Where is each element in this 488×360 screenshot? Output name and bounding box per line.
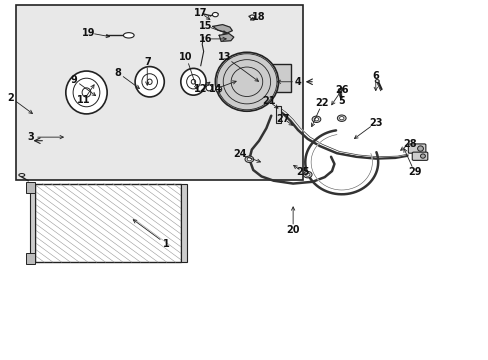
Text: 17: 17	[194, 8, 207, 18]
Ellipse shape	[339, 117, 343, 120]
Bar	[35, 184, 181, 262]
Text: 10: 10	[179, 52, 192, 62]
Text: 3: 3	[27, 132, 34, 142]
Text: 12: 12	[194, 84, 207, 94]
Bar	[30, 184, 35, 262]
Text: 7: 7	[143, 57, 150, 67]
Text: 24: 24	[232, 149, 246, 159]
Text: 28: 28	[402, 139, 416, 149]
Text: 5: 5	[338, 96, 345, 107]
Text: 15: 15	[199, 21, 212, 31]
Bar	[26, 182, 35, 193]
Ellipse shape	[123, 33, 134, 38]
Text: 11: 11	[77, 95, 91, 105]
Ellipse shape	[142, 74, 157, 90]
Ellipse shape	[303, 171, 311, 178]
Ellipse shape	[246, 158, 251, 161]
Ellipse shape	[181, 68, 205, 95]
Ellipse shape	[244, 156, 253, 162]
Ellipse shape	[338, 89, 342, 91]
Ellipse shape	[19, 174, 25, 176]
Text: 19: 19	[82, 28, 96, 38]
Bar	[181, 184, 187, 262]
Ellipse shape	[186, 75, 200, 89]
Text: 4: 4	[294, 77, 301, 87]
Text: 8: 8	[114, 68, 122, 78]
Ellipse shape	[66, 71, 107, 114]
Ellipse shape	[305, 173, 309, 176]
Ellipse shape	[73, 78, 100, 107]
Ellipse shape	[417, 146, 423, 151]
Ellipse shape	[205, 85, 211, 91]
Text: 20: 20	[286, 225, 299, 235]
Ellipse shape	[82, 88, 91, 97]
Text: 14: 14	[208, 84, 222, 94]
Ellipse shape	[374, 80, 378, 82]
FancyBboxPatch shape	[16, 5, 302, 180]
Polygon shape	[212, 24, 232, 33]
Bar	[276, 106, 281, 123]
Text: 18: 18	[252, 12, 265, 22]
Text: 25: 25	[296, 167, 309, 177]
Ellipse shape	[337, 115, 346, 121]
Text: 6: 6	[372, 71, 378, 81]
Text: 1: 1	[163, 239, 170, 249]
Ellipse shape	[215, 86, 221, 92]
Ellipse shape	[311, 116, 320, 122]
Polygon shape	[219, 33, 233, 41]
Text: 26: 26	[334, 85, 348, 95]
FancyBboxPatch shape	[407, 144, 425, 153]
Bar	[246, 64, 290, 93]
Ellipse shape	[212, 13, 218, 17]
Ellipse shape	[420, 154, 425, 158]
Text: 22: 22	[315, 98, 328, 108]
Ellipse shape	[314, 118, 318, 121]
Ellipse shape	[191, 80, 195, 84]
Ellipse shape	[147, 79, 152, 85]
Bar	[26, 253, 35, 264]
Ellipse shape	[215, 52, 278, 111]
Text: 2: 2	[8, 93, 15, 103]
Text: 21: 21	[262, 96, 275, 107]
Text: 9: 9	[71, 75, 78, 85]
Text: 27: 27	[276, 113, 289, 123]
Text: 16: 16	[199, 34, 212, 44]
Ellipse shape	[249, 15, 254, 18]
Text: 13: 13	[218, 52, 231, 62]
Text: 23: 23	[368, 118, 382, 128]
Text: 29: 29	[407, 167, 421, 177]
Ellipse shape	[135, 67, 164, 97]
FancyBboxPatch shape	[411, 152, 427, 160]
